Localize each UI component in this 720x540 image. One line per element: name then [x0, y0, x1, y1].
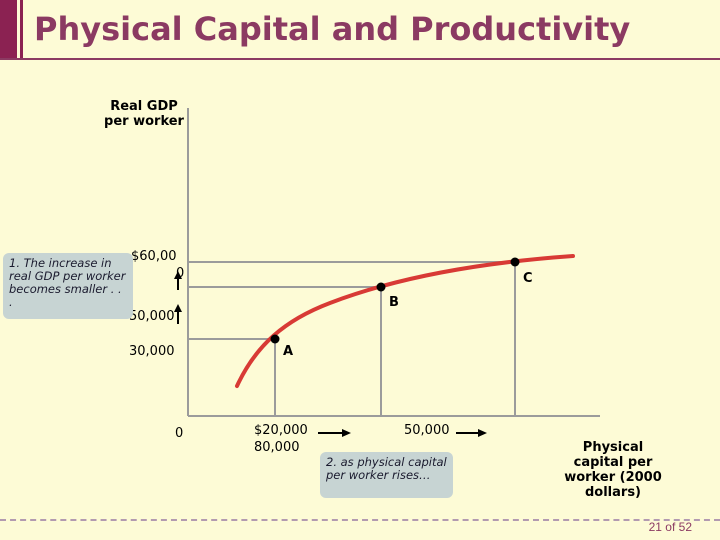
x-tick-50000: 50,000 [404, 423, 450, 438]
point-a-label: A [283, 344, 294, 359]
y-axis-label: Real GDP per worker [104, 99, 184, 129]
x-axis-label: Physical capital per worker (2000 dollar… [564, 440, 662, 500]
note-capital-rises: 2. as physical capital per worker rises… [320, 452, 453, 498]
title-divider [0, 58, 720, 60]
y-arrow-lower-head [174, 304, 182, 312]
point-a-marker [270, 334, 280, 344]
production-curve [235, 254, 575, 388]
x-tick-20000: $20,000 [254, 423, 308, 438]
point-c-label: C [523, 271, 533, 286]
accent-bar [0, 0, 17, 58]
footer-divider [0, 519, 720, 521]
page-title: Physical Capital and Productivity [34, 10, 631, 48]
point-b-marker [376, 282, 386, 292]
y-arrow-upper-head [174, 271, 182, 279]
note-diminishing-returns: 1. The increase in real GDP per worker b… [3, 253, 133, 319]
x-tick-80000: 80,000 [254, 440, 300, 455]
y-tick-60000: $60,00 [131, 249, 177, 264]
x-arrow-right-head [478, 429, 487, 437]
point-c-marker [510, 257, 520, 267]
origin-label: 0 [175, 426, 184, 441]
point-b-label: B [389, 295, 399, 310]
page-number: 21 of 52 [648, 520, 692, 534]
x-arrow-left-head [342, 429, 351, 437]
y-tick-30000: 30,000 [129, 344, 175, 359]
y-tick-50000: 50,000 [129, 309, 175, 324]
accent-bar-thin [20, 0, 23, 58]
y-tick-60000-continued: 0 [176, 266, 185, 281]
